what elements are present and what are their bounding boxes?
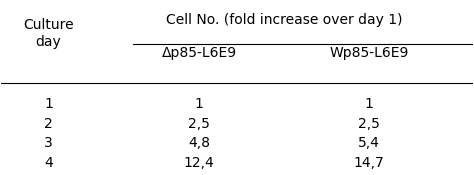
Text: 1: 1	[44, 97, 53, 111]
Text: 4: 4	[44, 156, 53, 170]
Text: 2,5: 2,5	[188, 117, 210, 131]
Text: Wp85-L6E9: Wp85-L6E9	[329, 46, 409, 60]
Text: Δp85-L6E9: Δp85-L6E9	[162, 46, 237, 60]
Text: 12,4: 12,4	[184, 156, 215, 170]
Text: Cell No. (fold increase over day 1): Cell No. (fold increase over day 1)	[166, 13, 402, 27]
Text: 3: 3	[44, 136, 53, 150]
Text: Culture
day: Culture day	[23, 19, 74, 49]
Text: 1: 1	[365, 97, 374, 111]
Text: 14,7: 14,7	[354, 156, 384, 170]
Text: 2,5: 2,5	[358, 117, 380, 131]
Text: 2: 2	[44, 117, 53, 131]
Text: 4,8: 4,8	[188, 136, 210, 150]
Text: 5,4: 5,4	[358, 136, 380, 150]
Text: 1: 1	[195, 97, 204, 111]
